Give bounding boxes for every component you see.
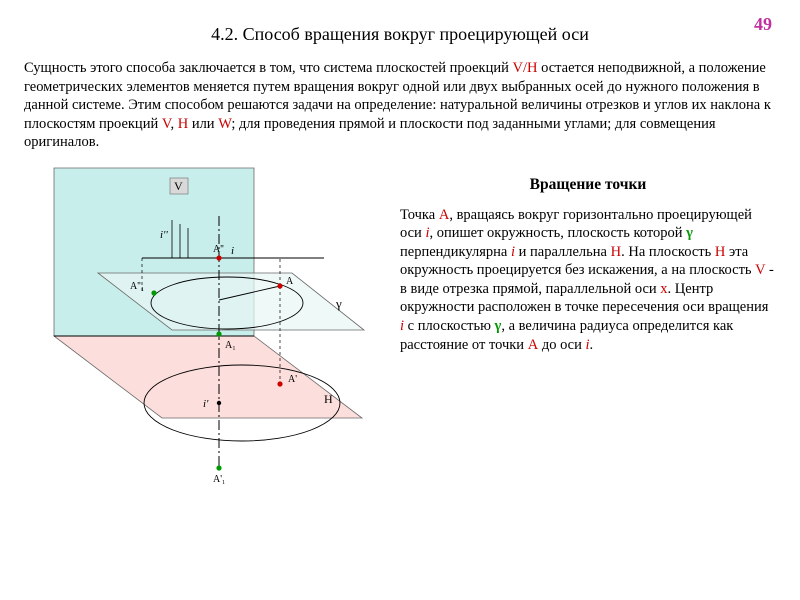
svg-text:A''₁: A''₁	[130, 281, 144, 292]
plane-v: V	[755, 262, 765, 278]
body-row: A A''₁ A'' i i'' A₁ A' A'₁ i' V Hγ Вращение точки …	[24, 158, 776, 488]
intro-text: Сущность этого способа заключается в том…	[24, 60, 513, 76]
subheading: Вращение точки	[400, 176, 776, 194]
plane-h: Н	[715, 244, 725, 260]
svg-text:H: H	[324, 392, 333, 406]
text: , опишет окружность, плоскость которой	[429, 225, 686, 241]
gamma: γ	[686, 225, 693, 241]
svg-text:V: V	[174, 179, 183, 193]
svg-text:A': A'	[288, 374, 297, 385]
intro-paragraph: Сущность этого способа заключается в том…	[24, 59, 776, 152]
rotation-diagram: A A''₁ A'' i i'' A₁ A' A'₁ i' V Hγ	[24, 158, 394, 488]
explanation: Точка А, вращаясь вокруг горизонтально п…	[400, 206, 776, 354]
explanation-column: Вращение точки Точка А, вращаясь вокруг …	[394, 158, 776, 488]
page: 49 4.2. Способ вращения вокруг проецирую…	[0, 0, 800, 600]
diagram: A A''₁ A'' i i'' A₁ A' A'₁ i' V Hγ	[24, 158, 394, 488]
text: Точка	[400, 207, 439, 223]
point-a: А	[528, 337, 538, 353]
text: . На плоскость	[621, 244, 715, 260]
intro-text: или	[188, 116, 218, 132]
text: до оси	[538, 337, 585, 353]
svg-text:A₁: A₁	[225, 340, 236, 351]
h-label: H	[178, 116, 188, 132]
text: с плоскостью	[404, 318, 495, 334]
intro-text: ,	[170, 116, 177, 132]
text: и параллельна	[515, 244, 611, 260]
w-label: W	[218, 116, 231, 132]
svg-text:i'': i''	[160, 229, 168, 241]
svg-text:i': i'	[203, 398, 209, 410]
text: .	[590, 337, 594, 353]
plane-h: Н	[611, 244, 621, 260]
svg-text:γ: γ	[335, 296, 342, 311]
section-title: 4.2. Способ вращения вокруг проецирующей…	[24, 24, 776, 45]
axis-x: x	[660, 281, 667, 297]
vh-label: V/H	[513, 60, 538, 76]
text: перпендикулярна	[400, 244, 511, 260]
page-number: 49	[754, 14, 772, 35]
svg-text:A'₁: A'₁	[213, 474, 226, 485]
svg-text:i: i	[231, 245, 234, 257]
svg-text:A'': A''	[213, 244, 224, 255]
svg-text:A: A	[286, 276, 294, 287]
point-a: А	[439, 207, 449, 223]
